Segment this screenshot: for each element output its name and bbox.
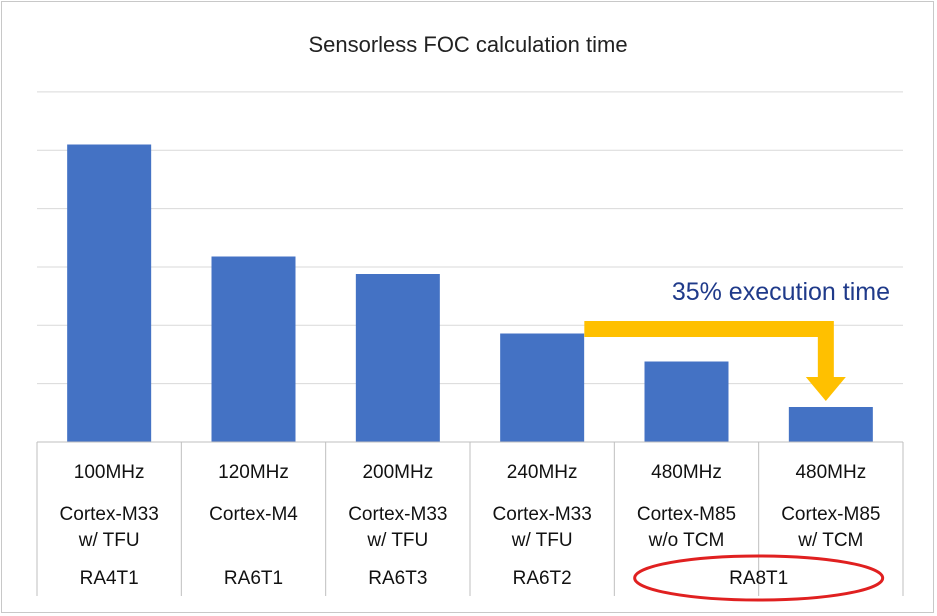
- device-label: RA4T1: [80, 568, 139, 589]
- annotation: 35% execution time: [584, 278, 890, 401]
- frequency-label: 100MHz: [74, 462, 145, 483]
- annotation-text: 35% execution time: [672, 278, 890, 306]
- core-label: w/ TFU: [511, 530, 573, 551]
- bars: [67, 144, 873, 442]
- core-label: Cortex-M4: [209, 504, 298, 525]
- core-label: w/ TFU: [78, 530, 140, 551]
- category-table: 100MHz Cortex-M33 w/ TFU RA4T1 120MHz Cortex-…: [36, 441, 904, 602]
- frequency-label: 120MHz: [218, 462, 289, 483]
- device-label: RA6T2: [513, 568, 572, 589]
- core-label: Cortex-M33: [493, 504, 592, 525]
- core-label: Cortex-M33: [348, 504, 447, 525]
- chart-title: Sensorless FOC calculation time: [308, 32, 627, 57]
- bar: [644, 361, 729, 442]
- highlight-ellipse: [633, 554, 885, 602]
- frequency-label: 480MHz: [795, 462, 866, 483]
- group-label: RA8T1: [729, 568, 788, 589]
- core-label: Cortex-M85: [781, 504, 880, 525]
- device-label: RA6T1: [224, 568, 283, 589]
- core-label: w/ TCM: [797, 530, 863, 551]
- grid-lines: [37, 91, 903, 385]
- bar: [355, 274, 440, 442]
- arrow: [584, 321, 846, 401]
- core-label: Cortex-M85: [637, 504, 736, 525]
- bar: [67, 144, 152, 442]
- core-label: Cortex-M33: [60, 504, 159, 525]
- bar: [500, 333, 585, 442]
- frequency-label: 200MHz: [362, 462, 433, 483]
- bar: [211, 256, 296, 442]
- frequency-label: 480MHz: [651, 462, 722, 483]
- core-label: w/ TFU: [366, 530, 428, 551]
- device-label: RA6T3: [368, 568, 427, 589]
- frequency-label: 240MHz: [507, 462, 578, 483]
- bar: [788, 407, 873, 442]
- core-label: w/o TCM: [648, 530, 725, 551]
